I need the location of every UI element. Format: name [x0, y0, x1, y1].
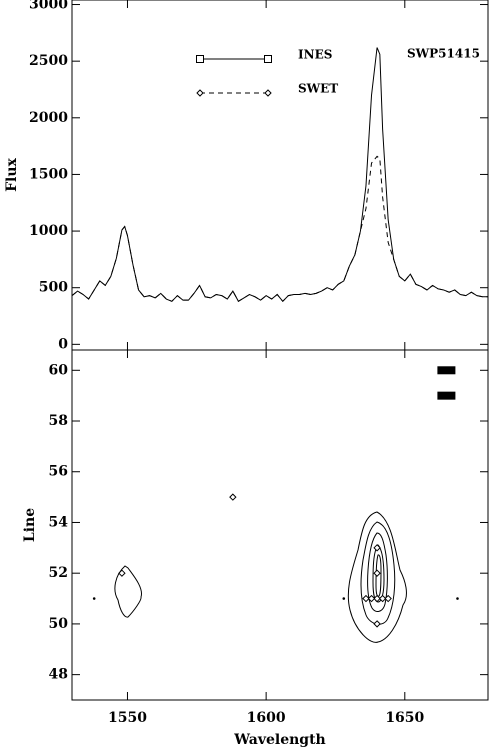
x-tick-label: 1550 — [108, 710, 147, 726]
contour — [372, 544, 385, 603]
marker — [367, 594, 376, 603]
y-tick-label: 60 — [49, 362, 69, 378]
y-tick-label: 500 — [39, 280, 68, 296]
contours — [114, 511, 407, 643]
marker — [437, 391, 456, 400]
contour — [114, 565, 143, 618]
legend-marker — [196, 55, 204, 63]
contour — [367, 532, 388, 612]
y-tick-label: 0 — [58, 336, 68, 352]
legend-marker — [264, 89, 272, 97]
y-tick-label: 58 — [49, 413, 68, 429]
y-axis-label: Line — [22, 508, 38, 542]
y-tick-label: 52 — [49, 565, 68, 581]
plot-frame — [71, 349, 489, 701]
marker — [118, 569, 126, 577]
x-tick-label: 1600 — [247, 710, 286, 726]
y-tick-label: 3000 — [29, 0, 68, 13]
marker — [373, 620, 381, 628]
marker — [456, 597, 459, 600]
marker — [378, 594, 387, 603]
marker — [229, 493, 237, 501]
y-tick-label: 48 — [49, 667, 68, 683]
y-axis-label: Flux — [4, 157, 20, 191]
y-tick-label: 56 — [49, 464, 68, 480]
legend-label: SWET — [298, 82, 338, 96]
x-tick-label: 1650 — [385, 710, 424, 726]
marker — [384, 594, 392, 603]
y-tick-label: 1500 — [29, 166, 68, 182]
series-line — [71, 47, 488, 303]
contour — [347, 511, 407, 643]
marker — [92, 597, 96, 600]
y-tick-label: 2500 — [29, 53, 68, 69]
annotation: SWP51415 — [407, 47, 480, 61]
x-axis-label: Wavelength — [233, 732, 325, 748]
y-tick-label: 50 — [49, 616, 69, 632]
legend-marker — [264, 55, 272, 63]
series-line — [71, 155, 488, 303]
legend-marker — [196, 89, 204, 97]
legend-label: INES — [298, 48, 332, 62]
marker — [373, 594, 381, 603]
y-tick-label: 1000 — [29, 223, 68, 239]
marker — [373, 569, 381, 577]
marker — [362, 594, 370, 603]
y-tick-label: 2000 — [29, 110, 68, 126]
y-tick-label: 54 — [49, 514, 69, 530]
marker — [437, 366, 456, 375]
marker — [342, 597, 346, 600]
marker — [373, 544, 381, 552]
